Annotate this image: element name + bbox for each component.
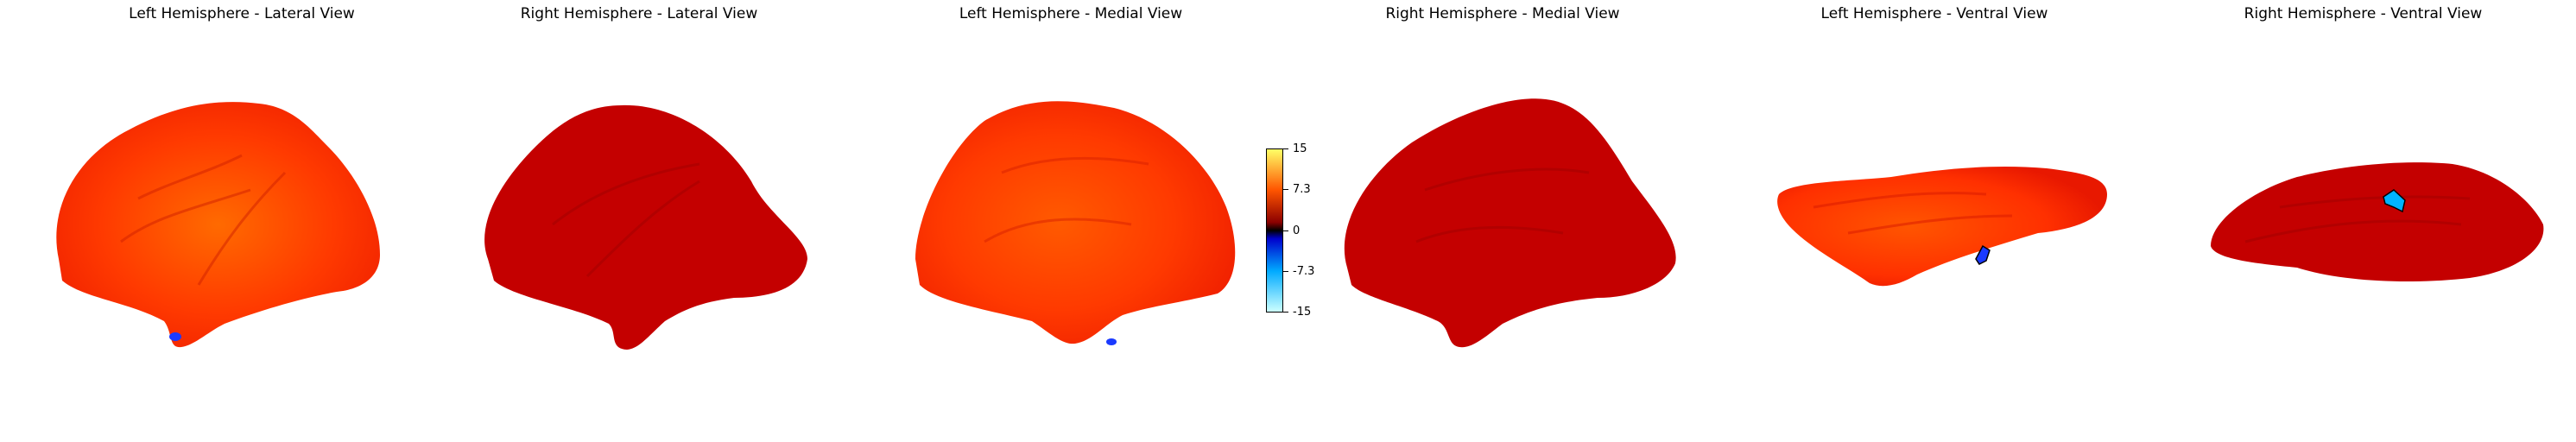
colorbar-tick-label: 0 [1293,224,1301,237]
colorbar-gradient [1266,148,1283,313]
negative-cluster [1106,338,1117,345]
colorbar-tick-label: -15 [1293,306,1312,319]
panel-title: Right Hemisphere - Lateral View [520,5,758,22]
panel-right-medial: Right Hemisphere - Medial View [1287,0,1718,442]
brain-surface-right-lateral [484,104,807,350]
negative-cluster [169,332,181,341]
panel-right-lateral: Right Hemisphere - Lateral View [423,0,855,442]
panel-left-ventral: Left Hemisphere - Ventral View [1718,0,2150,442]
cortex-surface [1777,167,2107,287]
cortex-surface [484,104,807,350]
panel-title: Right Hemisphere - Medial View [1385,5,1620,22]
brain-surface-left-lateral [56,102,380,348]
brain-surface-left-ventral [1777,167,2107,287]
brain-surface-left-medial [915,101,1236,345]
cortex-surface [56,102,380,348]
colorbar: 15 7.3 0 -7.3 -15 [1266,143,1344,319]
panel-title: Left Hemisphere - Lateral View [129,5,355,22]
panel-title: Left Hemisphere - Medial View [959,5,1183,22]
brain-surface-right-medial [1344,98,1676,348]
cortex-surface [915,101,1236,344]
cortex-surface [1344,98,1676,348]
panel-left-lateral: Left Hemisphere - Lateral View [0,0,484,442]
panel-right-ventral: Right Hemisphere - Ventral View [2150,0,2576,442]
panel-title: Left Hemisphere - Ventral View [1820,5,2048,22]
panel-left-medial: Left Hemisphere - Medial View [855,0,1287,442]
negative-cluster [1975,244,1991,265]
colorbar-tick-label: -7.3 [1293,265,1315,278]
negative-cluster [2383,189,2406,213]
panel-title: Right Hemisphere - Ventral View [2244,5,2483,22]
colorbar-tick-label: 15 [1293,142,1307,155]
colorbar-tick-label: 7.3 [1293,183,1311,196]
brain-surface-right-ventral [2211,162,2544,281]
